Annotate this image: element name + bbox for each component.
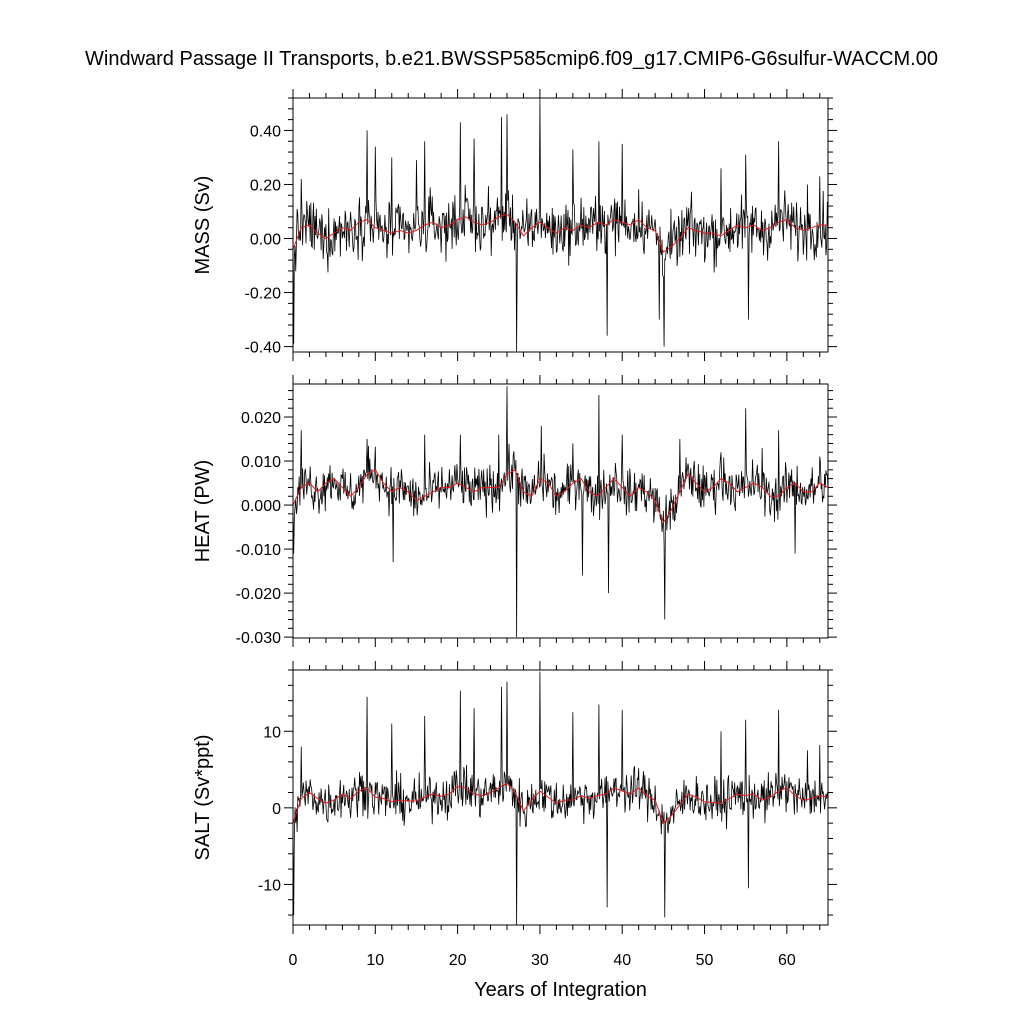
plot-frame (292, 669, 829, 926)
x-tick-label: 20 (449, 952, 467, 969)
smoothed-series-line (292, 469, 829, 524)
panel-1: -0.40 -0.20 0.00 0.20 0.40 MASS (Sv) (192, 89, 837, 361)
y-tick-label: -0.40 (245, 340, 282, 357)
y-tick-label: -10 (258, 877, 281, 894)
y-tick-label: 10 (263, 724, 281, 741)
chart-title-text: Windward Passage II Transports, b.e21.BW… (85, 48, 938, 70)
y-tick-label: -0.010 (236, 542, 281, 559)
x-tick-label: 0 (289, 952, 298, 969)
raw-series-line (292, 671, 829, 926)
y-axis-title: SALT (Sv*ppt) (192, 735, 214, 861)
y-tick-label: -0.030 (236, 630, 281, 647)
y-axis-title: HEAT (PW) (192, 460, 214, 563)
raw-series-line (292, 97, 829, 353)
raw-series-line (292, 386, 829, 638)
y-tick-label: 0.00 (250, 232, 281, 249)
x-tick-label: 10 (366, 952, 384, 969)
x-axis-title: Years of Integration (474, 979, 647, 1001)
y-tick-label: -0.020 (236, 586, 281, 603)
y-tick-label: 0.020 (241, 410, 281, 427)
y-tick-label: -0.20 (245, 286, 282, 303)
x-tick-label: 60 (778, 952, 796, 969)
y-tick-label: 0.000 (241, 498, 281, 515)
chart-title: Windward Passage II Transports, b.e21.BW… (0, 44, 1024, 74)
x-tick-label: 30 (531, 952, 549, 969)
x-tick-label: 40 (613, 952, 631, 969)
x-tick-label: 50 (696, 952, 714, 969)
panel-3: -10 0 10 SALT (Sv*ppt) (192, 661, 837, 934)
panel-2: -0.030 -0.020 -0.010 0.000 0.010 0.020 HEAT (P… (192, 375, 837, 647)
plot-frame (292, 383, 829, 639)
smoothed-series-line (292, 782, 829, 825)
smoothed-series-line (292, 213, 828, 253)
y-tick-label: 0.40 (250, 123, 281, 140)
y-axis-title: MASS (Sv) (192, 176, 214, 275)
y-tick-label: 0 (272, 801, 281, 818)
y-tick-label: 0.010 (241, 454, 281, 471)
plot-frame (292, 97, 829, 353)
y-tick-label: 0.20 (250, 177, 281, 194)
